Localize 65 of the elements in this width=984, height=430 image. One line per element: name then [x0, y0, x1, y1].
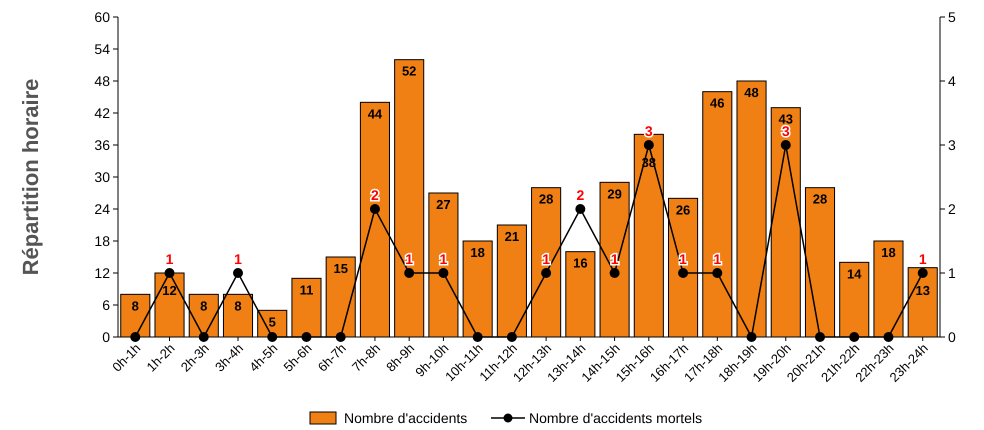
y-tick-label: 0 [102, 329, 110, 345]
point [541, 268, 552, 278]
y2-tick-label: 5 [948, 9, 956, 25]
data-label: 16 [573, 256, 588, 271]
data-label: 26 [676, 202, 690, 218]
point [918, 268, 928, 278]
data-label: 8 [234, 298, 242, 314]
data-label: 8 [132, 298, 139, 314]
point [644, 140, 654, 150]
point [610, 268, 620, 278]
data-label: 1 [440, 251, 448, 267]
data-label: 1 [405, 251, 414, 267]
data-label: 52 [402, 64, 416, 79]
point [712, 268, 722, 278]
data-label: 1 [679, 251, 688, 267]
data-label: 1 [234, 251, 242, 267]
data-label: 28 [538, 192, 554, 207]
data-label: 2 [371, 187, 380, 203]
y-tick-label: 36 [94, 137, 110, 153]
point [232, 268, 243, 278]
data-label: 13 [915, 283, 930, 298]
data-label: 29 [607, 186, 622, 202]
data-label: 48 [744, 85, 759, 100]
y-axis-title: Répartition horaire [18, 78, 43, 276]
y-tick-label: 6 [102, 297, 110, 313]
data-label: 5 [268, 314, 276, 330]
y2-tick-label: 2 [948, 201, 956, 217]
y-tick-label: 48 [94, 73, 110, 89]
data-label: 28 [812, 192, 828, 207]
point [164, 268, 175, 278]
data-label: 44 [368, 106, 383, 122]
data-label: 2 [576, 187, 584, 203]
y2-tick-label: 3 [948, 137, 956, 153]
data-label: 27 [436, 197, 451, 212]
y-tick-label: 60 [94, 9, 110, 25]
y-tick-label: 42 [94, 105, 110, 121]
point [678, 268, 688, 278]
data-label: 1 [542, 251, 550, 267]
legend-label: Nombre d'accidents [344, 410, 468, 426]
point [370, 204, 380, 214]
data-label: 46 [710, 96, 725, 111]
data-label: 11 [300, 282, 314, 298]
data-label: 21 [504, 229, 520, 244]
y-tick-label: 30 [94, 169, 110, 185]
data-label: 18 [470, 245, 485, 260]
data-label: 12 [162, 283, 177, 298]
point [438, 268, 448, 278]
data-label: 8 [200, 298, 208, 314]
y-tick-label: 54 [94, 41, 110, 57]
point [780, 140, 791, 150]
data-label: 1 [713, 251, 722, 267]
point [404, 268, 414, 278]
data-label: 18 [881, 245, 896, 260]
y-tick-label: 24 [94, 201, 110, 217]
y2-tick-label: 4 [948, 73, 956, 89]
legend-label: Nombre d'accidents mortels [529, 410, 702, 426]
y-tick-label: 12 [94, 265, 110, 281]
y2-tick-label: 0 [948, 329, 956, 345]
data-label: 1 [166, 251, 174, 267]
data-label: 1 [918, 251, 927, 267]
y2-tick-label: 1 [948, 265, 956, 281]
point [575, 204, 586, 214]
y-tick-label: 18 [94, 233, 110, 249]
data-label: 15 [333, 261, 348, 276]
data-label: 14 [847, 266, 862, 282]
